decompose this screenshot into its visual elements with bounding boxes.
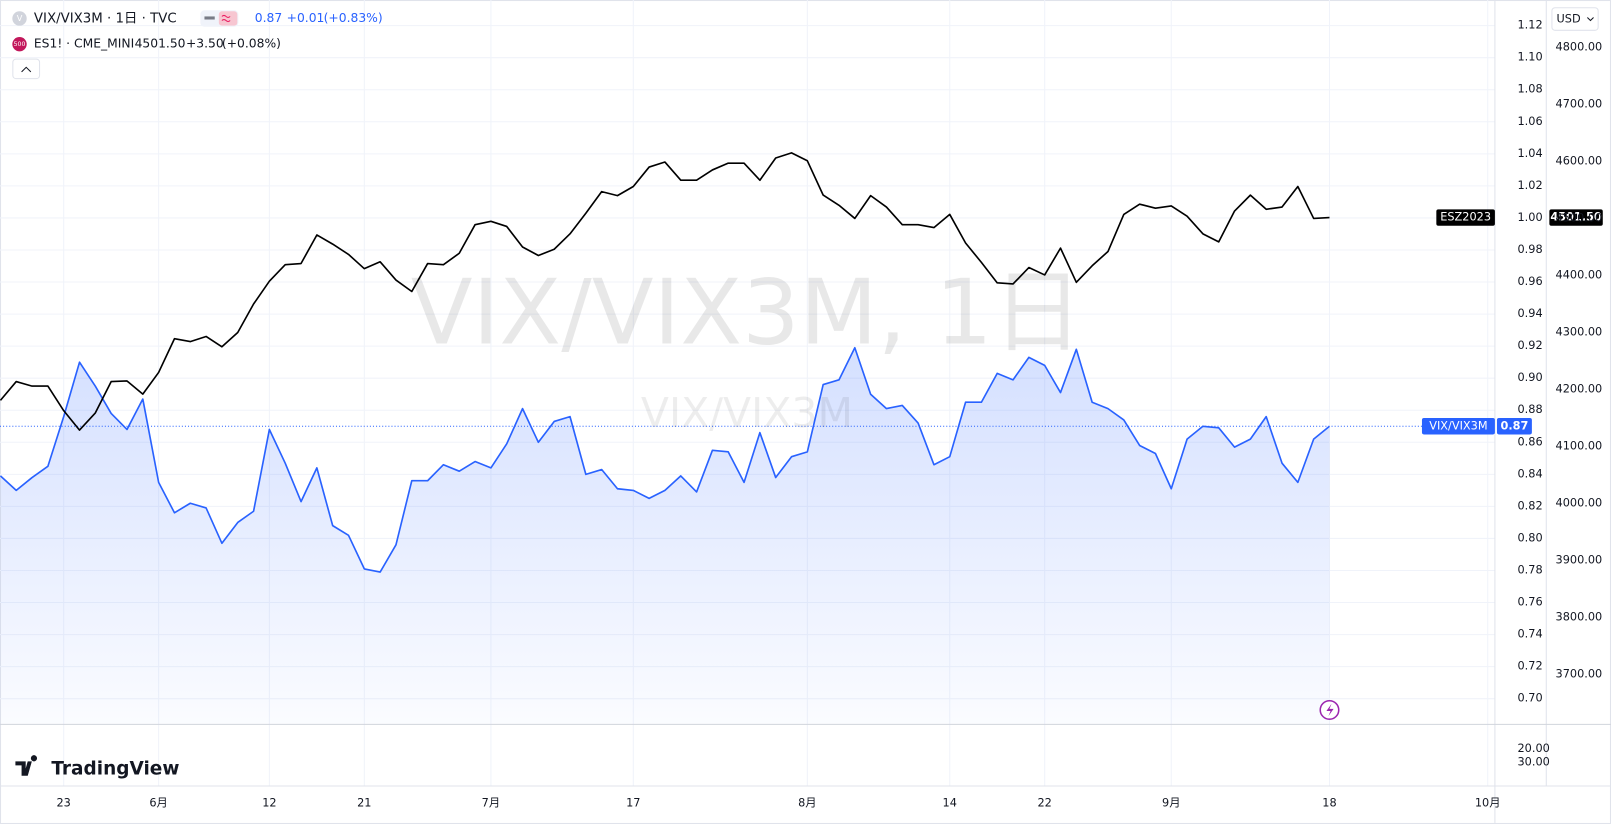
y-tick-label: 1.02	[1518, 179, 1543, 192]
x-tick-label: 12	[262, 796, 276, 809]
header-change: +0.01	[287, 11, 325, 25]
x-tick-label: 22	[1037, 796, 1051, 809]
y-tick-label: 0.92	[1518, 339, 1543, 352]
y-tick-label: 1.06	[1518, 115, 1543, 128]
y-tick-label: 0.72	[1518, 660, 1543, 673]
compare-change-pct: (+0.08%)	[222, 37, 281, 51]
y2-tick-label: 4500.00	[1556, 211, 1603, 224]
y2-tick-label: 4200.00	[1556, 383, 1603, 396]
y-tick-label: 1.10	[1518, 51, 1543, 64]
y-tick-label: 1.04	[1518, 147, 1543, 160]
x-tick-label: 9月	[1162, 796, 1180, 809]
compare-icon	[12, 36, 27, 52]
plot	[0, 152, 1495, 725]
y-tick-label: 0.70	[1518, 692, 1543, 705]
symbol-title[interactable]: VIX/VIX3M · 1日 · TVC	[34, 11, 177, 26]
y-tick-label: 0.78	[1518, 563, 1543, 576]
y-tick-label: 0.96	[1518, 275, 1543, 288]
y2-tick-label: 4700.00	[1556, 97, 1603, 110]
compare-icon-text: 500	[14, 41, 26, 48]
symbol-icon	[12, 11, 27, 26]
toggle-icon	[204, 16, 215, 20]
y2-tick-label: 3800.00	[1556, 611, 1603, 624]
header-price: 0.87	[255, 11, 282, 25]
x-tick-label: 6月	[149, 796, 167, 809]
line	[0, 152, 1330, 431]
y-tick-label: 0.84	[1518, 467, 1543, 480]
watermark-sub: VIX/VIX3M	[641, 389, 853, 437]
y2-tick-label: 4300.00	[1556, 326, 1603, 339]
last-value-label: 4501.50	[1550, 211, 1602, 224]
alert-bolt	[1326, 703, 1334, 717]
x-tick-label: 21	[357, 796, 371, 809]
x-tick-label: 10月	[1475, 796, 1501, 809]
compare-change: +3.50	[186, 37, 224, 51]
y-tick-label: 0.94	[1518, 307, 1543, 320]
y-tick-label: 0.74	[1518, 628, 1543, 641]
watermark: VIX/VIX3M, 1日	[411, 260, 1083, 365]
x-tick-label: 14	[943, 796, 957, 809]
x-tick-label: 23	[57, 796, 71, 809]
collapse-chevron	[21, 66, 32, 73]
y2-tick-label: 3900.00	[1556, 554, 1603, 567]
y-tick-label: 0.90	[1518, 371, 1543, 384]
y-tick-label: 1.08	[1518, 83, 1543, 96]
currency-button[interactable]	[1551, 7, 1599, 31]
series-tag-label: ESZ2023	[1440, 211, 1491, 224]
y-tick-label: 1.12	[1518, 19, 1543, 32]
y-tick-label: 0.86	[1518, 435, 1543, 448]
price-tags: VIX/VIX3M 0.87 ESZ2023 4501.50	[1421, 209, 1603, 435]
last-value-tag	[1549, 209, 1603, 226]
x-tick-label: 18	[1322, 796, 1336, 809]
y-tick-label: 0.80	[1518, 531, 1543, 544]
series-tag	[1421, 418, 1495, 435]
y2-tick-label: 4400.00	[1556, 268, 1603, 281]
last-value-tag	[1496, 418, 1532, 435]
currency-chevron	[1587, 17, 1594, 22]
compare-symbol[interactable]: ES1! · CME_MINI	[34, 37, 134, 51]
currency: USD	[1557, 13, 1581, 26]
x-tick-label: 8月	[798, 796, 816, 809]
y-tick-label: 0.88	[1518, 403, 1543, 416]
symbol-icon-text: V	[17, 13, 23, 23]
y2-tick-label: 3700.00	[1556, 668, 1603, 681]
toggle-icon	[218, 11, 238, 26]
compare-price: 4501.50	[135, 37, 186, 51]
series-tag-label: VIX/VIX3M	[1429, 419, 1487, 432]
y-tick-label: 0.98	[1518, 243, 1543, 256]
toggle-wave	[221, 14, 231, 23]
y-tick-label: 0.76	[1518, 596, 1543, 609]
series-tag	[1436, 209, 1495, 226]
y-tick-label: 1.00	[1518, 211, 1543, 224]
pane-tick-label: 20.00	[1518, 742, 1550, 755]
y-tick-label: 0.82	[1518, 499, 1543, 512]
line	[0, 346, 1331, 573]
last-value-label: 0.87	[1500, 419, 1528, 432]
x-tick-label: 7月	[482, 796, 500, 809]
logo-text: TradingView	[51, 759, 179, 780]
y2-tick-label: 4100.00	[1556, 440, 1603, 453]
header-change-pct: (+0.83%)	[324, 11, 383, 25]
logo-mark	[15, 755, 38, 776]
area	[0, 347, 1330, 725]
x-tick-label: 17	[626, 796, 640, 809]
y2-tick-label: 4600.00	[1556, 154, 1603, 167]
y2-tick-label: 4000.00	[1556, 497, 1603, 510]
collapse-button[interactable]	[12, 58, 41, 80]
y2-tick-label: 4800.00	[1556, 40, 1603, 53]
pane-tick-label: 30.00	[1518, 755, 1550, 768]
